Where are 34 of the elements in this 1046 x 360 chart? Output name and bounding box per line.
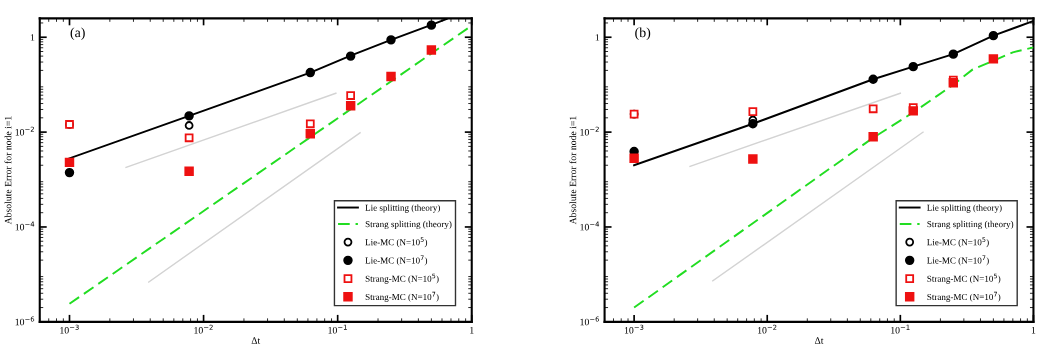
legend-label: Strang-MC (N=10$^{7}$) bbox=[365, 291, 439, 302]
y-tick-label: 10$^{−2}$ bbox=[580, 126, 599, 136]
legend-label: Lie splitting (theory) bbox=[365, 204, 440, 213]
y-tick-label: 10$^{−2}$ bbox=[15, 126, 34, 136]
x-axis-title: Δt bbox=[814, 337, 824, 344]
legend-label: Strang splitting (theory) bbox=[927, 220, 1014, 230]
x-tick-label: 1 bbox=[1031, 327, 1036, 334]
x-tick-label: 10$^{−1}$ bbox=[328, 324, 347, 334]
x-tick-label: 10$^{−3}$ bbox=[60, 324, 79, 334]
x-tick-label: 10$^{−2}$ bbox=[758, 324, 777, 334]
annotation: (a) bbox=[70, 27, 85, 41]
legend-label: Lie-MC (N=10$^{7}$) bbox=[365, 255, 428, 266]
y-tick-label: 10$^{−4}$ bbox=[580, 221, 600, 231]
legend-label: Strang-MC (N=10$^{5}$) bbox=[365, 273, 439, 284]
legend-label: Strang-MC (N=10$^{5}$) bbox=[927, 273, 1001, 284]
y-tick-label: 10$^{−6}$ bbox=[15, 316, 35, 326]
legend-label: Lie splitting (theory) bbox=[927, 204, 1002, 213]
legend-label: Strang-MC (N=10$^{7}$) bbox=[927, 291, 1001, 302]
y-tick-label: 1 bbox=[595, 34, 600, 41]
y-tick-label: 10$^{−4}$ bbox=[15, 221, 35, 231]
x-tick-label: 10$^{−2}$ bbox=[194, 324, 213, 334]
x-axis-title: Δt bbox=[251, 337, 261, 344]
y-tick-label: 1 bbox=[30, 34, 35, 41]
annotation: (b) bbox=[635, 27, 651, 41]
y-tick-label: 10$^{−6}$ bbox=[580, 316, 600, 326]
legend-label: Lie-MC (N=10$^{7}$) bbox=[927, 255, 989, 266]
legend-label: Lie-MC (N=10$^{5}$) bbox=[927, 237, 989, 248]
y-axis-title: Absolute Error for node i=1 bbox=[4, 116, 12, 225]
x-tick-label: 10$^{−3}$ bbox=[624, 324, 644, 334]
y-axis-title: Absolute Error for node i=1 bbox=[569, 116, 577, 225]
legend-label: Strang splitting (theory) bbox=[365, 220, 452, 230]
legend-label: Lie-MC (N=10$^{5}$) bbox=[365, 237, 428, 248]
x-tick-label: 10$^{−1}$ bbox=[891, 324, 910, 334]
x-tick-label: 1 bbox=[470, 327, 474, 334]
